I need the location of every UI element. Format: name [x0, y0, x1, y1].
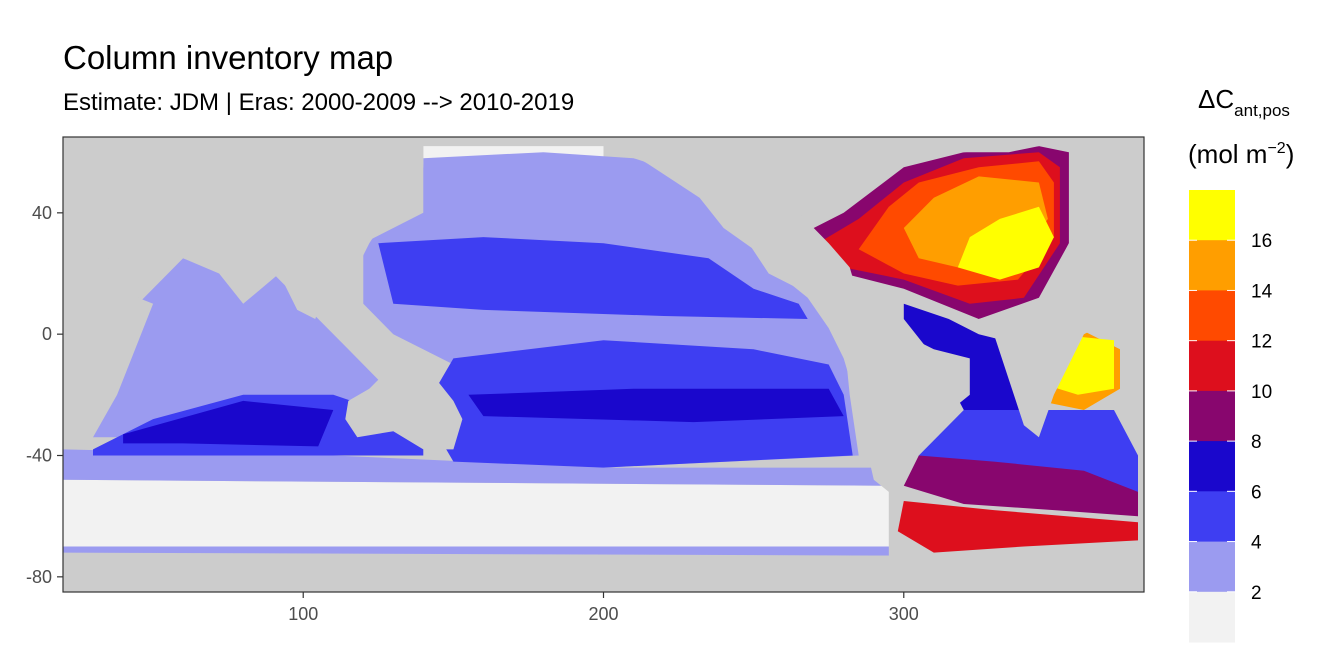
- legend-label-4: 4: [1251, 533, 1262, 554]
- region-north-atlantic-maximum: [957, 206, 1054, 280]
- legend-unit-prefix: (mol m: [1188, 139, 1267, 169]
- x-tick-label-100: 100: [288, 604, 318, 624]
- legend-title: ΔCant,pos: [1198, 84, 1290, 120]
- chart-subtitle: Estimate: JDM | Eras: 2000-2009 --> 2010…: [63, 89, 575, 116]
- chart-title: Column inventory map: [63, 39, 394, 76]
- legend-label-12: 12: [1251, 332, 1272, 353]
- legend-label-16: 16: [1251, 231, 1272, 252]
- land-southern-africa: [63, 243, 154, 441]
- region-southern-ocean-south-rim: [63, 546, 889, 556]
- legend-unit: (mol m−2): [1188, 139, 1294, 169]
- region-southern-ocean-band: [63, 479, 889, 547]
- legend-unit-suffix: ): [1286, 139, 1295, 169]
- legend-label-2: 2: [1251, 583, 1262, 604]
- region-south-atlantic-purple-band: [903, 455, 1138, 517]
- y-tick-label--40: -40: [26, 446, 52, 466]
- region-indian-ocean: [93, 258, 379, 438]
- legend-swatch-8: [1189, 190, 1235, 241]
- legend-title-main: ΔC: [1198, 84, 1234, 114]
- legend-swatch-1: [1189, 541, 1235, 593]
- land-antarctica: [63, 546, 1138, 592]
- legend: ΔCant,pos (mol m−2) 2 4 6 8 10 12 14 16: [1188, 84, 1294, 643]
- region-north-pacific-gyre: [378, 237, 808, 319]
- region-southern-ocean-north-rim: [63, 449, 889, 486]
- legend-swatch-3: [1189, 441, 1235, 492]
- legend-title-sub: ant,pos: [1234, 101, 1290, 120]
- legend-swatch-4: [1189, 390, 1235, 442]
- region-south-pacific-deep-band: [468, 388, 844, 423]
- y-tick-label-40: 40: [32, 203, 52, 223]
- legend-unit-exp: −2: [1267, 140, 1285, 157]
- legend-swatch-7: [1189, 240, 1235, 291]
- land-americas: [618, 146, 970, 492]
- land-greenland: [903, 137, 1039, 153]
- legend-swatch-0: [1189, 591, 1235, 643]
- legend-swatch-6: [1189, 290, 1235, 342]
- legend-swatch-2: [1189, 491, 1235, 542]
- legend-swatch-5: [1189, 340, 1235, 392]
- legend-label-8: 8: [1251, 432, 1262, 453]
- land-africa-and-europe: [978, 206, 1138, 438]
- y-tick-label-0: 0: [42, 324, 52, 344]
- map-layer: [63, 137, 1144, 592]
- legend-label-14: 14: [1251, 281, 1273, 302]
- land-asia: [63, 137, 424, 319]
- legend-swatches: 2 4 6 8 10 12 14 16: [1189, 190, 1273, 643]
- legend-label-6: 6: [1251, 482, 1262, 503]
- x-tick-label-200: 200: [588, 604, 618, 624]
- legend-label-10: 10: [1251, 382, 1272, 403]
- region-indian-deep-band: [123, 400, 334, 447]
- region-south-atlantic-red-band: [897, 501, 1138, 553]
- y-tick-label--80: -80: [26, 567, 52, 587]
- x-tick-label-300: 300: [889, 604, 919, 624]
- land-australia: [345, 370, 463, 450]
